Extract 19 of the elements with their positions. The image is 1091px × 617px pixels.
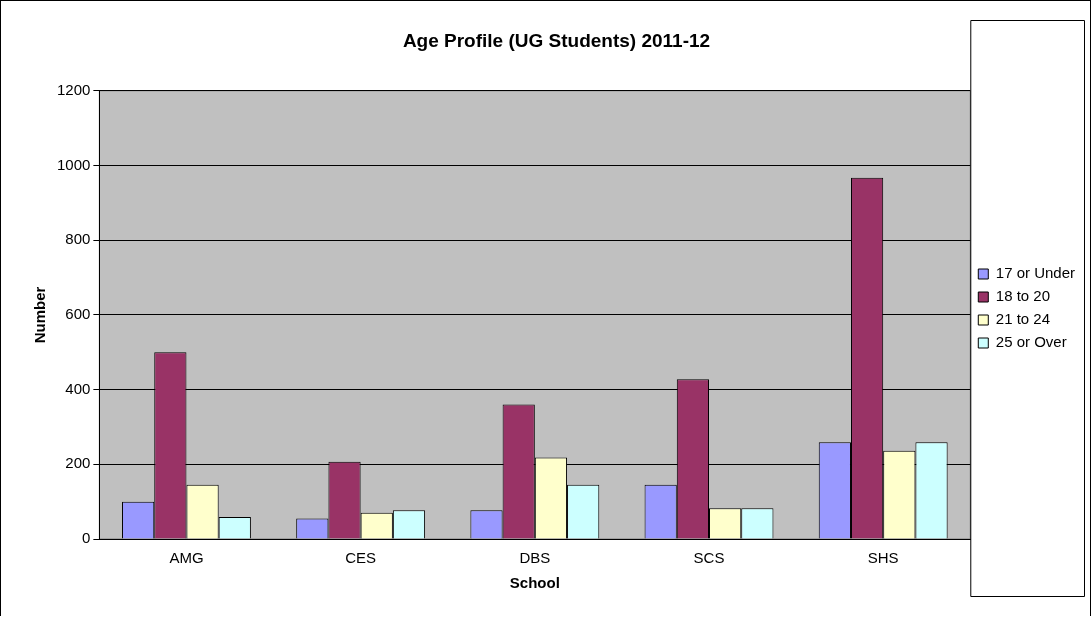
x-axis-title: School [509,574,560,592]
x-tick-label: SHS [867,549,899,567]
legend-label: 17 or Under [995,264,1076,282]
y-tick-label: 1200 [56,80,91,98]
legend-label: 25 or Over [995,333,1067,351]
x-tick-label: SCS [693,549,725,567]
y-tick-label: 400 [65,379,91,397]
legend-label: 21 to 24 [995,310,1051,328]
x-tick-label: DBS [519,549,551,567]
y-tick-label: 0 [82,529,91,547]
y-axis-title: Number [31,286,49,344]
x-tick-label: CES [345,549,377,567]
y-tick-label: 1000 [56,155,91,173]
y-tick-label: 600 [65,305,91,323]
legend-label: 18 to 20 [995,287,1051,305]
x-tick-label: AMG [169,549,204,567]
chart-title: Age Profile (UG Students) 2011-12 [402,29,711,51]
y-tick-label: 800 [65,230,91,248]
y-tick-label: 200 [65,454,91,472]
